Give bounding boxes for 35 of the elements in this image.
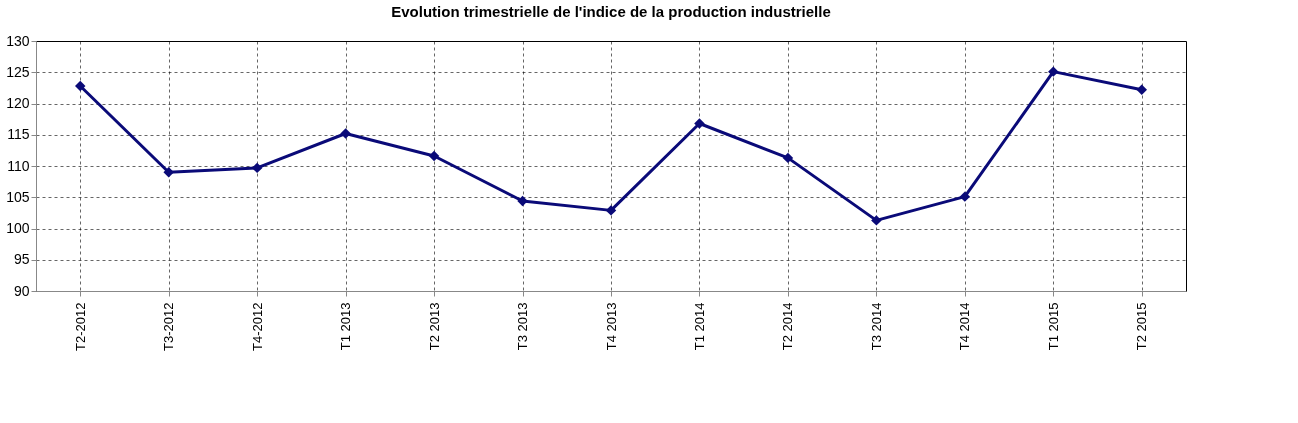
chart-title: Evolution trimestrielle de l'indice de la production industrielle — [391, 3, 831, 20]
point — [694, 118, 705, 129]
x-tick-label: T1 2015 — [1045, 302, 1061, 351]
point — [605, 205, 617, 216]
x-tick-label: T3 2014 — [868, 302, 884, 351]
y-tick-label: 105 — [6, 188, 30, 205]
point — [782, 152, 794, 164]
point — [959, 191, 971, 202]
y-tick-label: 130 — [6, 32, 30, 49]
y-tick-label: 120 — [6, 95, 30, 111]
point — [340, 128, 351, 139]
point — [871, 215, 882, 226]
point — [517, 195, 528, 207]
x-tick-label: T3-2012 — [161, 302, 177, 351]
y-tick-label: 100 — [6, 220, 30, 236]
x-tick-label: T2 2013 — [426, 302, 442, 351]
point — [163, 167, 174, 178]
x-tick-label: T2-2012 — [72, 302, 88, 351]
y-tick-label: 115 — [7, 126, 30, 143]
x-tick-label: T3 2013 — [515, 302, 531, 351]
x-tick-label: T4 2013 — [603, 302, 619, 351]
x-tick-label: T2 2015 — [1134, 302, 1150, 351]
y-tick-label: 125 — [6, 63, 30, 80]
x-tick-label: T2 2014 — [780, 302, 796, 351]
x-tick-label: T4-2012 — [249, 302, 265, 351]
x-tick-label: T4 2014 — [957, 302, 973, 351]
point — [1136, 84, 1148, 95]
y-tick-label: 90 — [13, 282, 30, 299]
point — [1048, 66, 1059, 77]
x-tick-label: T1 2013 — [338, 302, 354, 351]
point — [74, 80, 86, 92]
point — [428, 150, 440, 162]
y-tick-label: 95 — [13, 251, 30, 268]
y-tick-label: 110 — [7, 157, 30, 174]
x-tick-label: T1 2014 — [691, 302, 707, 351]
